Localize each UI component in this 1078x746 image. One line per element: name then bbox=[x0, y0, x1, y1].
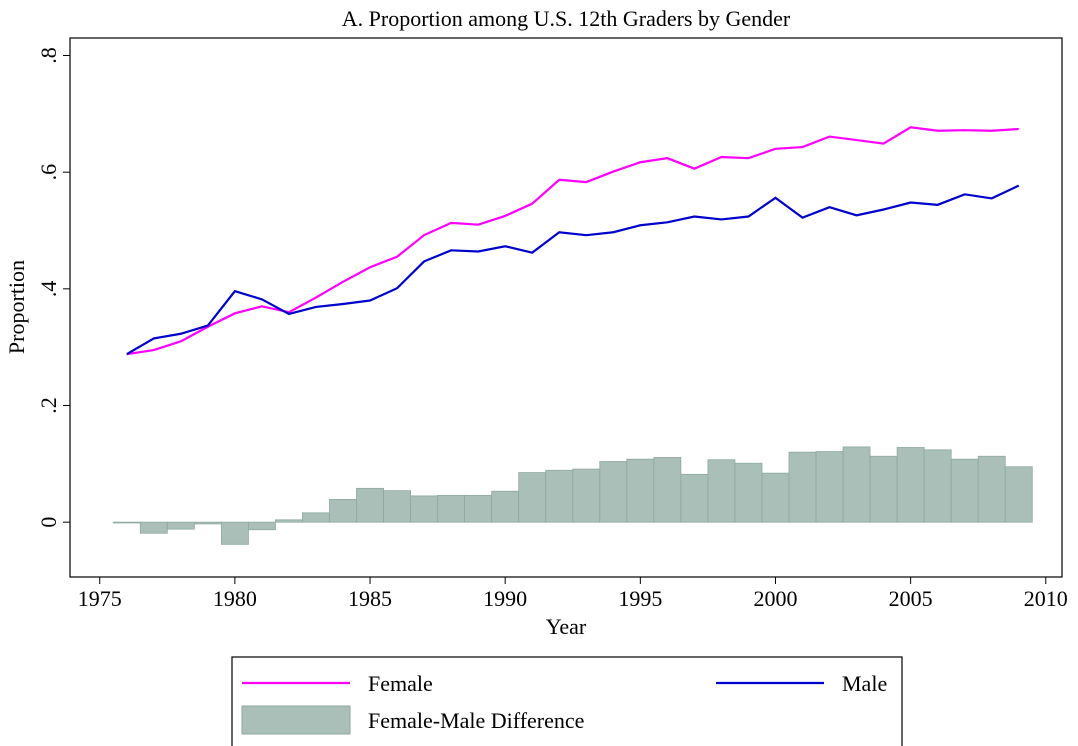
x-tick-label: 2000 bbox=[753, 586, 797, 611]
bar bbox=[680, 473, 709, 523]
bar bbox=[788, 451, 817, 523]
line bbox=[126, 126, 1019, 356]
bar bbox=[112, 521, 141, 524]
legend-label: Female-Male Difference bbox=[368, 708, 584, 733]
y-tick-label: .6 bbox=[36, 164, 61, 181]
bar bbox=[166, 521, 195, 530]
bar bbox=[950, 458, 979, 523]
y-tick-label: .4 bbox=[36, 281, 61, 298]
legend-swatch bbox=[241, 705, 351, 735]
x-tick-label: 1995 bbox=[618, 586, 662, 611]
legend-label: Female bbox=[368, 671, 433, 696]
x-tick-label: 2010 bbox=[1024, 586, 1068, 611]
y-tick-label: .8 bbox=[36, 47, 61, 64]
x-tick-label: 2005 bbox=[889, 586, 933, 611]
bar bbox=[599, 461, 628, 523]
bar bbox=[518, 472, 547, 523]
bar bbox=[139, 521, 168, 534]
plot-frame bbox=[69, 37, 1063, 578]
bar bbox=[491, 490, 520, 523]
bar bbox=[193, 521, 222, 525]
bar bbox=[410, 495, 439, 523]
bar bbox=[734, 462, 763, 523]
bar bbox=[626, 458, 655, 523]
y-axis-label: Proportion bbox=[4, 260, 29, 354]
bar bbox=[815, 451, 844, 523]
chart-title: A. Proportion among U.S. 12th Graders by… bbox=[342, 6, 791, 31]
y-tick-label: 0 bbox=[36, 517, 61, 528]
bar bbox=[707, 459, 736, 523]
bar bbox=[437, 494, 466, 523]
bar bbox=[896, 447, 925, 523]
bar bbox=[329, 499, 357, 523]
bar bbox=[356, 487, 384, 523]
x-axis-label: Year bbox=[546, 614, 587, 639]
legend-label: Male bbox=[842, 671, 887, 696]
line bbox=[126, 184, 1020, 356]
bar bbox=[869, 455, 898, 523]
bar bbox=[545, 469, 574, 523]
bar bbox=[977, 455, 1006, 523]
x-tick-label: 1985 bbox=[348, 586, 392, 611]
bar bbox=[275, 519, 303, 523]
bar bbox=[464, 494, 493, 523]
bar bbox=[247, 521, 276, 531]
bar bbox=[383, 490, 411, 523]
y-tick-label: .2 bbox=[36, 397, 61, 414]
bar bbox=[302, 512, 330, 523]
x-tick-label: 1980 bbox=[213, 586, 257, 611]
x-tick-label: 1975 bbox=[78, 586, 122, 611]
bar bbox=[653, 457, 682, 523]
bar bbox=[220, 521, 249, 545]
bar bbox=[923, 449, 952, 523]
bar bbox=[1004, 466, 1033, 523]
bar bbox=[761, 472, 790, 523]
bar bbox=[842, 446, 871, 523]
bar bbox=[572, 468, 601, 523]
x-tick-label: 1990 bbox=[483, 586, 527, 611]
